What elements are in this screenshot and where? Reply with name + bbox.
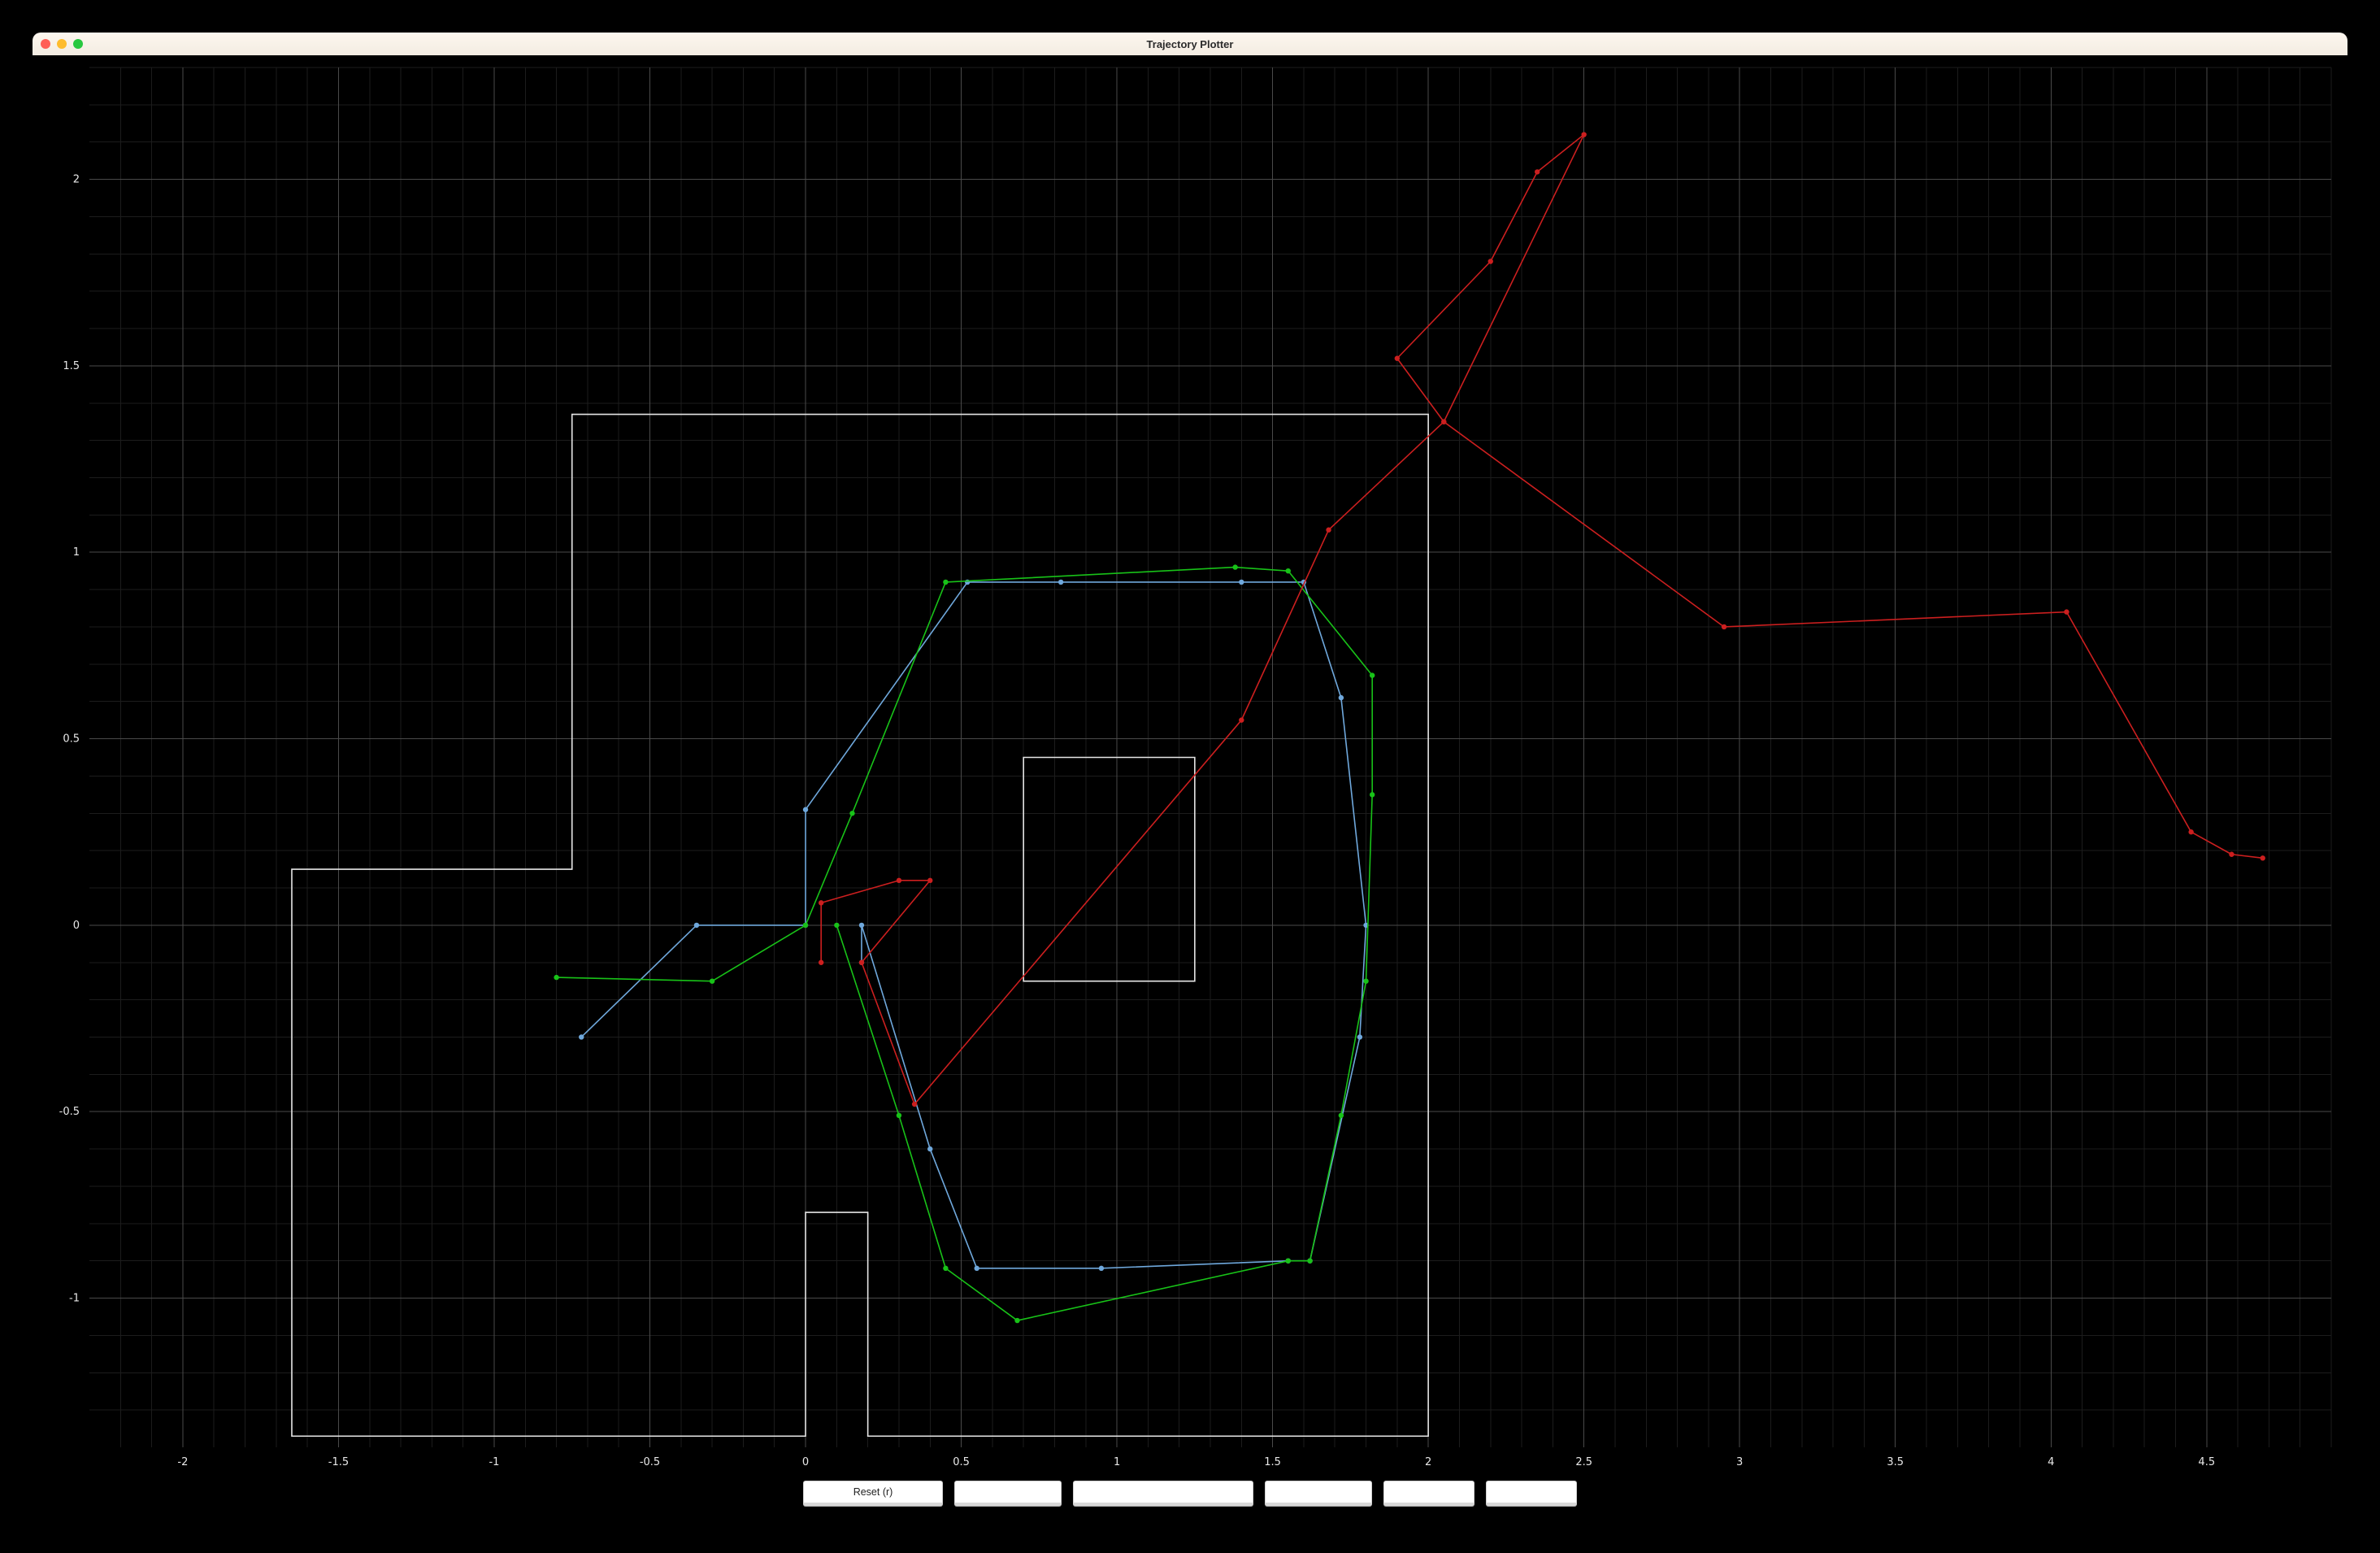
plot-area: -2 -1.5 -1 -0.5 0 0.5 1 1.5 2 2.5 3 3.5 4 4.5 -1 -0.5 0 0… bbox=[33, 55, 2347, 1520]
traffic-lights bbox=[41, 39, 83, 49]
x-tick-label: -1 bbox=[489, 1456, 499, 1468]
btn2-button[interactable] bbox=[954, 1481, 1062, 1506]
x-tick-label: -1.5 bbox=[328, 1456, 349, 1468]
titlebar: Trajectory Plotter bbox=[33, 33, 2347, 56]
x-tick-label: 1 bbox=[1114, 1456, 1120, 1468]
x-tick-label: 4 bbox=[2048, 1456, 2054, 1468]
x-tick-label: 2 bbox=[1425, 1456, 1431, 1468]
y-tick-label: 2 bbox=[73, 174, 80, 186]
x-tick-label: -0.5 bbox=[640, 1456, 660, 1468]
x-tick-label: 3.5 bbox=[1887, 1456, 1904, 1468]
x-tick-label: 3 bbox=[1736, 1456, 1743, 1468]
y-tick-label: 1.5 bbox=[63, 360, 80, 372]
btn6-button[interactable] bbox=[1486, 1481, 1577, 1506]
x-tick-label: 4.5 bbox=[2198, 1456, 2215, 1468]
trajectory-chart: -2 -1.5 -1 -0.5 0 0.5 1 1.5 2 2.5 3 3.5 4 4.5 -1 -0.5 0 0… bbox=[33, 55, 2347, 1520]
y-tick-label: -1 bbox=[69, 1293, 80, 1305]
btn4-button[interactable] bbox=[1265, 1481, 1372, 1506]
minimize-icon[interactable] bbox=[57, 39, 67, 49]
y-tick-label: -0.5 bbox=[59, 1106, 80, 1118]
app-window: Trajectory Plotter -2 -1.5 -1 -0.5 0 0.5 1 1.5 2… bbox=[33, 33, 2347, 1520]
y-tick-label: 1 bbox=[73, 546, 80, 559]
x-tick-label: 0.5 bbox=[953, 1456, 970, 1468]
reset-button[interactable]: Reset (r) bbox=[803, 1481, 943, 1506]
btn3-button[interactable] bbox=[1073, 1481, 1253, 1506]
x-tick-label: 0 bbox=[802, 1456, 809, 1468]
window-title: Trajectory Plotter bbox=[33, 38, 2347, 50]
maximize-icon[interactable] bbox=[73, 39, 83, 49]
x-tick-label: -2 bbox=[177, 1456, 188, 1468]
button-row: Reset (r) bbox=[33, 1481, 2347, 1506]
y-tick-label: 0.5 bbox=[63, 733, 80, 746]
y-tick-label: 0 bbox=[73, 920, 80, 932]
x-tick-label: 2.5 bbox=[1575, 1456, 1592, 1468]
close-icon[interactable] bbox=[41, 39, 50, 49]
btn5-button[interactable] bbox=[1383, 1481, 1474, 1506]
x-tick-label: 1.5 bbox=[1264, 1456, 1281, 1468]
